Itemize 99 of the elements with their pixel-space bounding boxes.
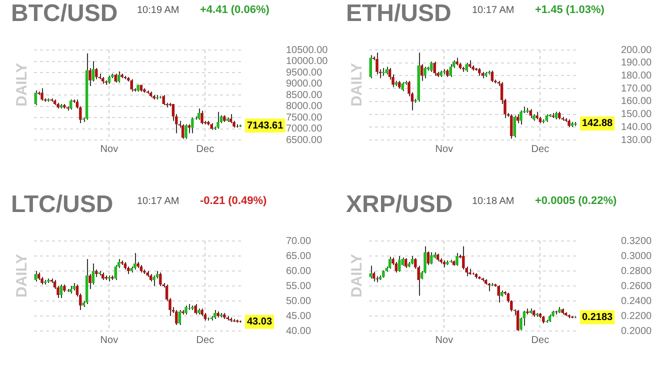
- y-tick-label: 0.2600: [621, 280, 652, 292]
- chart-title: ETH/USD: [346, 0, 452, 28]
- x-tick-label: Nov: [100, 334, 118, 346]
- candlestick: [95, 68, 98, 80]
- candlestick: [162, 94, 165, 106]
- candlestick: [394, 262, 398, 273]
- y-tick-label: 7000.00: [286, 124, 323, 134]
- candlestick: [430, 252, 433, 265]
- y-tick-label: 70.00: [286, 236, 312, 247]
- candlestick: [369, 54, 372, 79]
- text: -0.21 (0.49%): [200, 195, 267, 207]
- x-tick-label: Dec: [196, 334, 214, 346]
- chart-title: BTC/USD: [11, 0, 118, 28]
- y-tick-label: 170.00: [621, 83, 652, 94]
- candlestick: [200, 110, 204, 125]
- candlestick: [181, 124, 184, 140]
- y-tick-label: 7500.00: [286, 112, 323, 124]
- y-tick-label: 140.00: [621, 122, 652, 133]
- candlestick: [133, 252, 136, 270]
- candlestick: [449, 64, 452, 78]
- chart-subtitle: 10:19 AM: [137, 5, 180, 16]
- annotation: 43.03: [247, 316, 272, 328]
- candlestick: [175, 310, 178, 326]
- y-tick-label: 50.00: [286, 296, 312, 307]
- candlestick: [433, 61, 436, 76]
- candlestick: [369, 265, 372, 279]
- x-tick-label: Dec: [196, 144, 214, 155]
- y-tick-label: 8500.00: [286, 90, 323, 101]
- x-tick-label: Nov: [100, 144, 118, 155]
- candlestick: [194, 304, 197, 315]
- candlestick: [178, 310, 181, 326]
- candlestick: [34, 90, 37, 106]
- y-tick-label: 9000.00: [286, 78, 323, 90]
- y-tick-label: 160.00: [621, 96, 652, 108]
- candlestick: [40, 88, 44, 102]
- annotation: 7143.61: [247, 120, 284, 132]
- x-tick-label: Nov: [435, 334, 454, 346]
- candlestick: [152, 275, 156, 286]
- y-tick-label: 190.00: [621, 58, 652, 69]
- candlestick: [520, 110, 522, 126]
- x-tick-label: Dec: [531, 144, 550, 155]
- candlestick: [60, 284, 63, 298]
- chart-subtitle: 10:17 AM: [472, 5, 514, 16]
- candlestick: [88, 274, 92, 290]
- y-tick-label: 0.2000: [621, 326, 652, 337]
- y-tick-label: 150.00: [621, 109, 652, 120]
- candlestick: [88, 68, 92, 86]
- candlestick: [184, 124, 188, 140]
- candlestick: [497, 284, 500, 303]
- candlestick: [191, 117, 194, 134]
- chart-subtitle: 10:17 AM: [137, 196, 180, 207]
- candlestick: [92, 263, 95, 285]
- candlestick: [490, 70, 494, 83]
- y-tick-label: 10000.00: [286, 56, 328, 67]
- candlestick: [520, 318, 522, 330]
- candlestick: [34, 270, 37, 282]
- text: +0.0005 (0.22%): [535, 195, 617, 207]
- y-tick-label: 55.00: [286, 280, 312, 292]
- x-tick-label: Nov: [435, 144, 454, 155]
- candlestick: [159, 272, 162, 286]
- chart-title: XRP/USD: [346, 191, 453, 219]
- candlestick: [130, 78, 133, 92]
- y-tick-label: 9500.00: [286, 67, 323, 78]
- candlestick: [510, 114, 513, 140]
- y-tick-label: 0.3000: [621, 250, 652, 262]
- candlestick: [513, 115, 516, 138]
- candlestick: [398, 256, 401, 272]
- y-tick-label: 8000.00: [286, 101, 323, 112]
- candlestick: [376, 52, 378, 75]
- y-tick-label: 0.3200: [621, 236, 652, 247]
- candlestick: [456, 252, 458, 266]
- y-tick-label: 0.2400: [621, 296, 652, 307]
- y-tick-label: 0.2800: [621, 266, 652, 277]
- candlestick: [424, 66, 426, 79]
- candlestick: [426, 251, 430, 266]
- y-tick-label: 0.2200: [621, 310, 652, 322]
- text: +4.41 (0.06%): [200, 4, 270, 16]
- text: +1.45 (1.03%): [535, 4, 604, 16]
- y-tick-label: 65.00: [286, 250, 312, 262]
- y-tick-label: 200.00: [621, 44, 652, 56]
- candlestick: [114, 264, 117, 280]
- y-tick-label: 130.00: [621, 134, 652, 146]
- y-tick-label: 40.00: [286, 326, 312, 337]
- annotation: 0.2183: [582, 312, 614, 324]
- candlestick: [388, 256, 392, 270]
- candlestick: [522, 310, 526, 326]
- candlestick: [462, 246, 465, 270]
- y-tick-label: 6500.00: [286, 134, 323, 146]
- annotation: 142.88: [582, 118, 614, 130]
- y-tick-label: 180.00: [621, 70, 652, 82]
- x-tick-label: Dec: [531, 334, 550, 346]
- chart-subtitle: 10:18 AM: [472, 196, 514, 207]
- candlestick: [216, 111, 220, 130]
- chart-title: LTC/USD: [11, 191, 114, 219]
- y-tick-label: 60.00: [286, 266, 312, 277]
- candlestick: [92, 60, 95, 82]
- y-tick-label: 10500.00: [286, 44, 328, 56]
- y-tick-label: 45.00: [286, 310, 312, 322]
- candlestick: [430, 61, 433, 72]
